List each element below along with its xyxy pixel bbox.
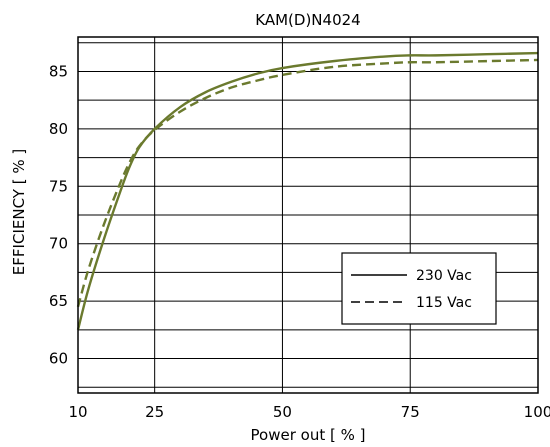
series-line-115vac: [76, 58, 539, 308]
x-axis-title: Power out [ % ]: [251, 426, 366, 444]
y-tick-label: 70: [49, 235, 68, 253]
x-tick-label: 75: [401, 403, 420, 421]
y-axis-title: EFFICIENCY [ % ]: [10, 149, 28, 275]
y-tick-labels: 60 65 70 75 80 85: [49, 62, 68, 367]
y-tick-label: 85: [49, 62, 68, 80]
x-tick-label: 100: [524, 403, 550, 421]
x-tick-labels: 10 25 50 75 100: [68, 403, 550, 421]
plot-frame: [77, 36, 539, 394]
legend: 230 Vac 115 Vac: [341, 252, 497, 325]
legend-box: [341, 252, 497, 325]
y-tick-label: 65: [49, 292, 68, 310]
legend-label: 230 Vac: [416, 268, 472, 284]
legend-label: 115 Vac: [416, 295, 472, 311]
y-tick-label: 60: [49, 350, 68, 368]
x-tick-label: 10: [68, 403, 87, 421]
x-tick-label: 50: [273, 403, 292, 421]
y-tick-label: 75: [49, 177, 68, 195]
series-group: [76, 51, 539, 331]
y-tick-label: 80: [49, 120, 68, 138]
chart-title: KAM(D)N4024: [255, 11, 360, 29]
series-line-230vac: [76, 51, 539, 331]
grid: [77, 37, 539, 393]
x-tick-label: 25: [145, 403, 164, 421]
